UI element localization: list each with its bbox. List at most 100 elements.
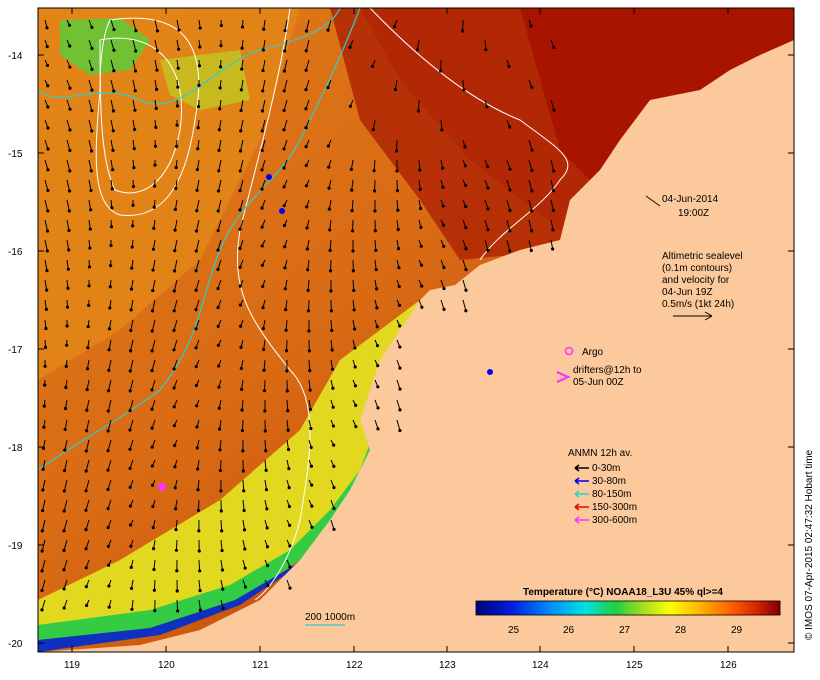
velocity-arrow-head <box>264 449 268 453</box>
velocity-arrow-head <box>332 443 336 447</box>
velocity-arrow-head <box>42 404 46 408</box>
drifters-label-1: drifters@12h to <box>573 365 642 376</box>
velocity-arrow-head <box>376 385 380 389</box>
velocity-arrow-head <box>309 445 313 450</box>
velocity-arrow-head <box>173 486 177 490</box>
velocity-arrow <box>283 59 288 72</box>
velocity-arrow-head <box>174 186 178 191</box>
velocity-arrow <box>242 519 245 530</box>
velocity-arrow-head <box>198 589 202 593</box>
velocity-arrow-head <box>374 287 379 291</box>
velocity-arrow <box>261 139 266 151</box>
velocity-arrow <box>151 359 156 371</box>
velocity-arrow <box>262 79 266 92</box>
velocity-arrow <box>174 219 178 231</box>
velocity-arrow-head <box>198 569 202 573</box>
velocity-arrow-head <box>396 227 400 232</box>
velocity-arrow <box>528 199 533 212</box>
velocity-arrow-head <box>530 189 534 193</box>
svg-text:(0.1m contours): (0.1m contours) <box>662 263 732 274</box>
velocity-arrow-head <box>309 464 314 468</box>
velocity-arrow-head <box>530 148 534 152</box>
velocity-arrow-head <box>354 424 358 429</box>
velocity-arrow-head <box>240 67 244 71</box>
velocity-arrow-head <box>486 165 490 169</box>
velocity-arrow <box>528 139 533 151</box>
velocity-arrow-head <box>304 184 309 188</box>
velocity-arrow-head <box>441 204 445 208</box>
velocity-arrow <box>418 159 421 171</box>
velocity-arrow <box>550 99 555 111</box>
velocity-arrow-head <box>238 208 242 212</box>
velocity-arrow-head <box>282 108 286 112</box>
velocity-arrow-head <box>310 525 314 529</box>
velocity-arrow <box>197 499 200 511</box>
velocity-arrow-head <box>109 264 113 268</box>
velocity-arrow-head <box>153 163 157 167</box>
velocity-arrow-head <box>195 404 199 408</box>
velocity-arrow-head <box>463 145 467 149</box>
velocity-arrow-head <box>370 64 375 69</box>
svg-text:30-80m: 30-80m <box>592 476 626 487</box>
velocity-arrow <box>41 519 46 532</box>
velocity-arrow-head <box>217 128 221 132</box>
velocity-arrow-head <box>282 69 287 73</box>
velocity-arrow-head <box>84 429 89 433</box>
lon-axis: 119 120 121 122 123 124 125 126 <box>64 8 737 671</box>
velocity-arrow-head <box>282 223 287 228</box>
velocity-arrow-head <box>151 288 155 293</box>
velocity-arrow-head <box>128 447 132 451</box>
velocity-arrow-head <box>194 365 198 369</box>
velocity-arrow-head <box>106 544 110 548</box>
velocity-arrow <box>528 239 532 251</box>
velocity-arrow <box>550 219 554 230</box>
velocity-arrow-head <box>348 104 353 108</box>
velocity-arrow-head <box>238 227 242 231</box>
velocity-arrow-head <box>239 108 243 113</box>
velocity-arrow-head <box>150 388 154 392</box>
velocity-arrow-head <box>151 268 155 272</box>
velocity-arrow <box>242 479 245 491</box>
velocity-arrow-head <box>238 149 243 153</box>
velocity-arrow <box>110 119 114 131</box>
velocity-arrow-head <box>174 507 178 511</box>
velocity-arrow-head <box>130 266 134 270</box>
velocity-arrow-head <box>87 303 91 308</box>
velocity-arrow-head <box>332 464 336 468</box>
velocity-arrow <box>66 199 70 211</box>
velocity-arrow-head <box>128 485 132 489</box>
lat-tick: -16 <box>8 247 23 258</box>
velocity-arrow-head <box>196 147 200 151</box>
velocity-arrow-head <box>418 187 422 191</box>
velocity-arrow-head <box>419 206 423 211</box>
velocity-arrow-head <box>529 248 533 253</box>
velocity-arrow <box>372 119 376 130</box>
velocity-arrow-head <box>327 186 331 190</box>
velocity-arrow <box>550 159 555 172</box>
velocity-arrow <box>86 419 90 431</box>
velocity-arrow-head <box>198 608 203 612</box>
velocity-arrow-head <box>262 368 266 372</box>
velocity-arrow-head <box>84 566 88 570</box>
anmn-legend-item: 300-600m <box>574 515 637 526</box>
anmn-marker <box>158 483 166 491</box>
velocity-arrow-head <box>152 205 156 209</box>
velocity-arrow-head <box>155 68 159 72</box>
velocity-arrow-head <box>90 129 94 133</box>
velocity-arrow-head <box>305 205 309 209</box>
land-peninsula <box>470 330 520 400</box>
velocity-arrow-head <box>441 166 445 170</box>
velocity-arrow-head <box>85 367 90 371</box>
velocity-arrow <box>396 419 401 431</box>
velocity-arrow-head <box>260 168 264 172</box>
velocity-arrow-head <box>374 268 378 272</box>
svg-text:0.5m/s (1kt 24h): 0.5m/s (1kt 24h) <box>662 299 734 310</box>
velocity-arrow-head <box>106 525 110 530</box>
velocity-arrow <box>107 419 112 432</box>
velocity-arrow-head <box>463 164 467 168</box>
velocity-arrow-head <box>304 163 308 168</box>
velocity-arrow-head <box>176 47 181 51</box>
velocity-arrow-head <box>134 49 138 53</box>
velocity-arrow-head <box>239 345 243 349</box>
